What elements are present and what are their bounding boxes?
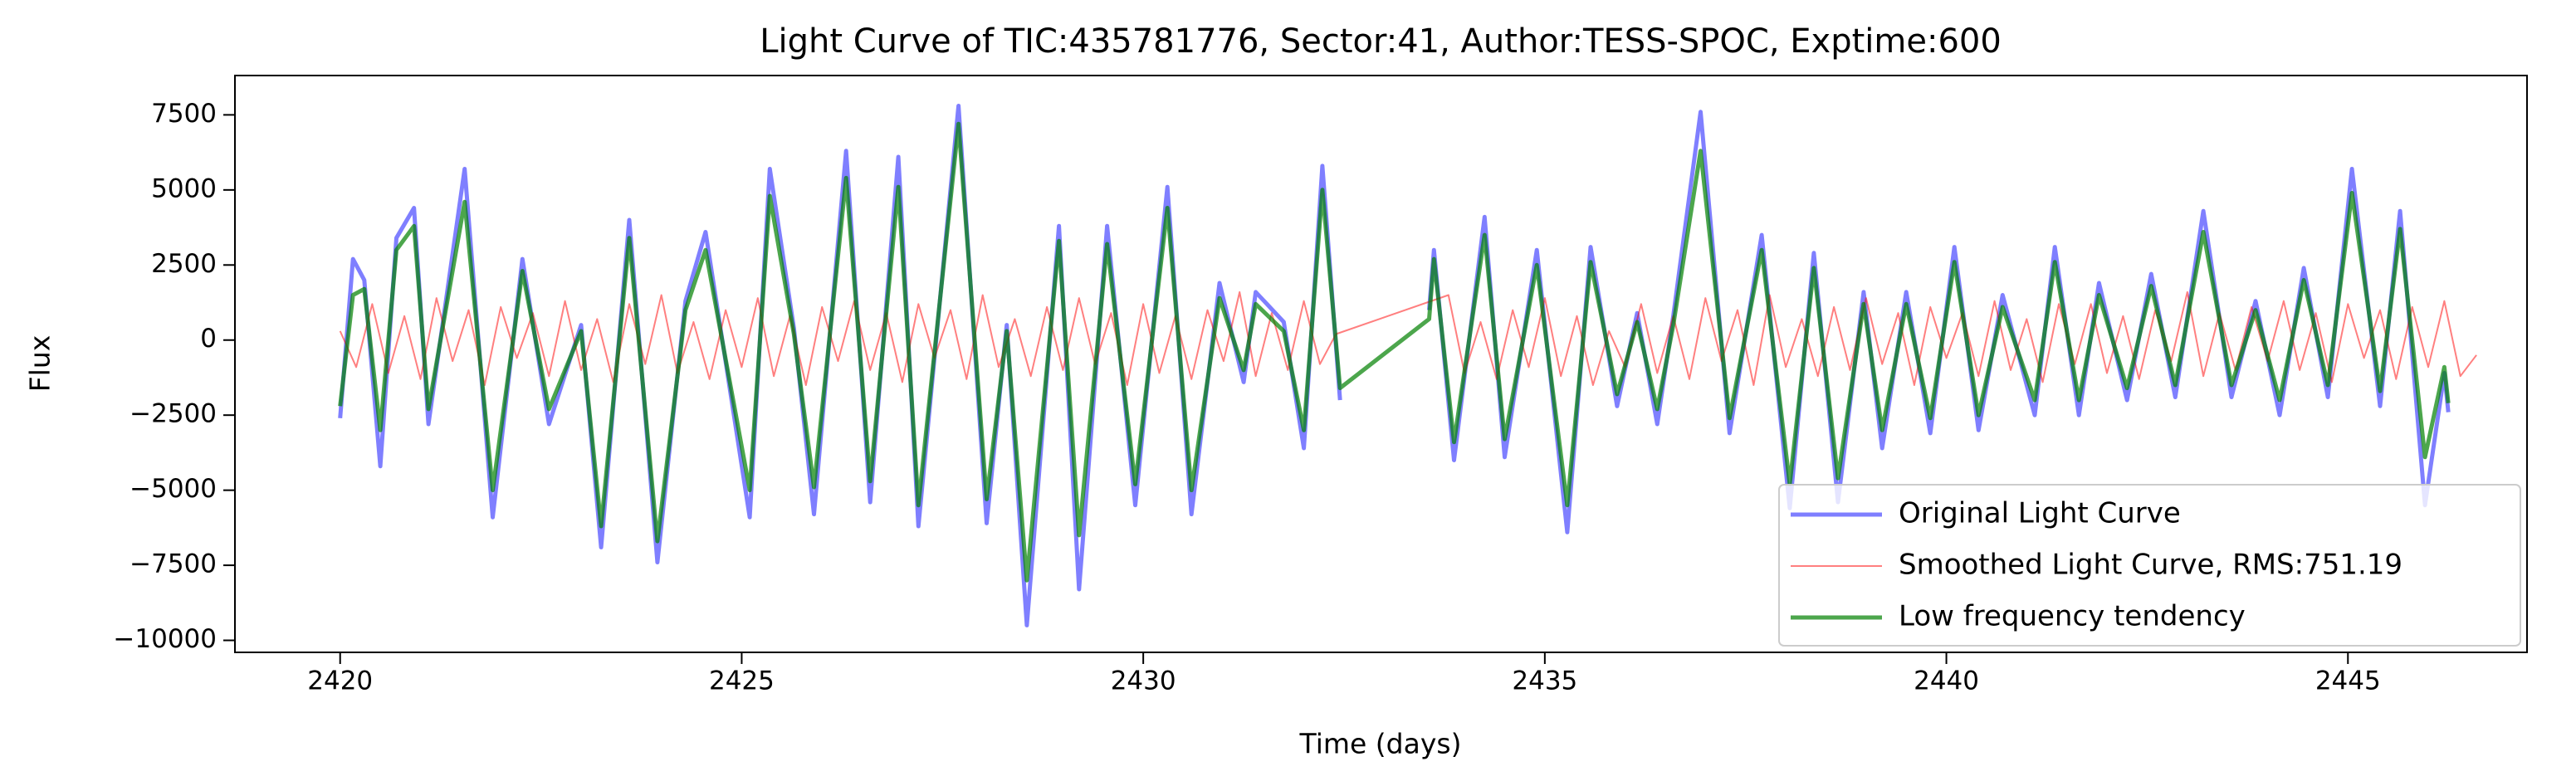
y-tick-label: −7500	[130, 549, 217, 579]
y-tick-label: −10000	[113, 624, 217, 654]
x-tick-label: 2430	[1111, 666, 1176, 696]
y-tick-label: 0	[200, 324, 217, 354]
y-tick-label: 2500	[151, 249, 217, 279]
legend-box	[1778, 484, 2521, 647]
x-tick-label: 2435	[1512, 666, 1577, 696]
y-tick-label: 5000	[151, 173, 217, 203]
y-tick-label: −2500	[130, 399, 217, 429]
x-tick-label: 2445	[2315, 666, 2381, 696]
y-tick-label: 7500	[151, 99, 217, 129]
legend-label: Low frequency tendency	[1899, 600, 2246, 633]
chart-title: Light Curve of TIC:435781776, Sector:41,…	[760, 22, 2002, 61]
legend-label: Original Light Curve	[1899, 497, 2181, 530]
legend-label: Smoothed Light Curve, RMS:751.19	[1899, 549, 2402, 582]
series-line	[338, 104, 1342, 627]
x-axis-label: Time (days)	[1299, 728, 1462, 760]
legend: Original Light Curve Smoothed Light Curve…	[1778, 484, 2521, 647]
y-tick-label: −5000	[130, 474, 217, 504]
x-tick-label: 2420	[307, 666, 373, 696]
plot-frame	[234, 75, 2528, 653]
y-axis-label: Flux	[24, 335, 56, 393]
series-line	[338, 121, 2451, 583]
x-tick-label: 2425	[709, 666, 775, 696]
x-tick-label: 2440	[1914, 666, 1979, 696]
